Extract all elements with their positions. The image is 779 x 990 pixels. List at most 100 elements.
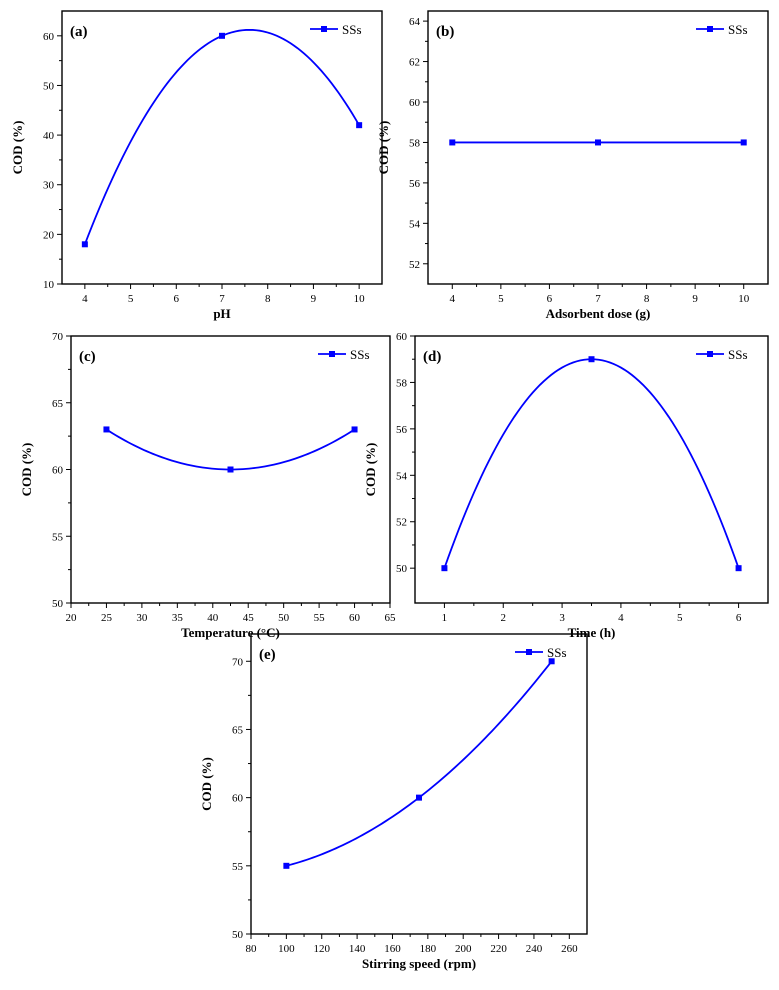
x-tick-label: 5 [128,293,134,305]
panel-label: (a) [70,24,88,40]
x-tick-label: 140 [349,943,366,955]
y-tick-label: 56 [409,178,421,190]
legend-marker [321,26,327,32]
y-axis-label: COD (%) [363,443,378,497]
x-tick-label: 10 [738,293,750,305]
x-tick-label: 30 [136,612,148,624]
legend-label: SSs [342,22,362,37]
x-tick-label: 7 [595,293,601,305]
x-tick-label: 4 [82,293,88,305]
y-axis-label: COD (%) [19,443,34,497]
x-tick-label: 200 [455,943,472,955]
plot-frame [250,633,588,935]
x-axis-label: Time (h) [568,625,616,640]
data-point [356,122,363,129]
x-tick-label: 20 [66,612,78,624]
legend-marker [707,351,713,357]
x-tick-label: 9 [311,293,317,305]
x-tick-label: 7 [219,293,225,305]
x-tick-label: 3 [559,612,565,624]
plot-frame [414,335,769,604]
x-tick-label: 8 [265,293,271,305]
x-tick-label: 2 [501,612,507,624]
chart-panel-e: 80 100 120 140 160 180 200 220 240 260 50 55 60 65 70 S… [199,633,588,971]
y-tick-label: 65 [52,398,64,410]
data-point [219,32,225,39]
x-tick-label: 65 [385,612,397,624]
data-point [740,139,747,146]
x-tick-label: 10 [354,293,366,305]
y-tick-label: 60 [409,97,421,109]
data-point [449,139,456,146]
y-tick-label: 10 [43,279,55,291]
y-tick-label: 50 [396,563,408,575]
y-tick-label: 64 [409,16,421,28]
y-tick-label: 56 [396,424,408,436]
y-tick-label: 65 [232,724,244,736]
y-tick-label: 54 [396,470,408,482]
x-tick-label: 120 [313,943,330,955]
series-line [443,358,740,569]
legend-label: SSs [728,22,748,37]
x-axis-label: Temperature (°C) [181,625,280,640]
legend-marker [526,649,532,655]
legend-label: SSs [350,347,370,362]
x-tick-label: 9 [692,293,698,305]
panel-label: (d) [423,349,441,365]
y-tick-label: 55 [232,861,244,873]
legend-label: SSs [728,347,748,362]
y-tick-label: 58 [409,137,421,149]
y-tick-label: 50 [43,80,55,92]
series-line [286,660,553,867]
x-tick-label: 45 [243,612,255,624]
y-axis-label: COD (%) [10,121,25,175]
y-tick-label: 50 [232,929,244,941]
legend-marker [329,351,335,357]
legend-marker [707,26,713,32]
data-point [441,565,448,572]
y-axis-label: COD (%) [376,121,391,175]
y-tick-label: 50 [52,598,64,610]
chart-panel-a: 4 5 6 7 8 9 10 10 20 30 40 50 60 pH COD (%) (a) SSs [10,10,383,321]
y-tick-label: 60 [232,793,244,805]
x-axis-label: Stirring speed (rpm) [362,956,476,971]
y-tick-label: 30 [43,180,55,192]
panel-label: (c) [79,349,96,365]
x-tick-label: 4 [450,293,456,305]
y-tick-label: 62 [409,57,420,69]
data-point [595,139,601,146]
chart-panel-c: 20 25 30 35 40 45 50 55 60 65 50 55 60 65 70 Temperatur… [19,331,396,640]
data-point [81,241,88,248]
y-tick-label: 40 [43,130,55,142]
x-tick-label: 60 [349,612,361,624]
x-tick-label: 5 [677,612,683,624]
x-axis-label: pH [213,306,230,321]
x-tick-label: 40 [207,612,219,624]
y-tick-label: 58 [396,377,408,389]
x-tick-label: 6 [174,293,180,305]
y-tick-label: 52 [396,517,407,529]
x-tick-label: 260 [561,943,578,955]
y-axis-label: COD (%) [199,757,214,811]
x-tick-label: 100 [278,943,295,955]
y-tick-label: 52 [409,259,420,271]
data-point [548,658,555,665]
x-tick-label: 25 [101,612,113,624]
plot-frame [61,10,383,285]
series-line [84,28,360,245]
x-tick-label: 50 [278,612,290,624]
panel-label: (b) [436,24,454,40]
plot-frame [427,10,769,285]
data-point [416,794,422,801]
x-tick-label: 1 [442,612,448,624]
x-tick-label: 160 [384,943,401,955]
y-tick-label: 60 [43,31,55,43]
series-line [105,428,356,471]
y-tick-label: 60 [396,331,408,343]
legend-label: SSs [547,645,567,660]
y-tick-label: 60 [52,465,64,477]
data-point [588,356,595,363]
